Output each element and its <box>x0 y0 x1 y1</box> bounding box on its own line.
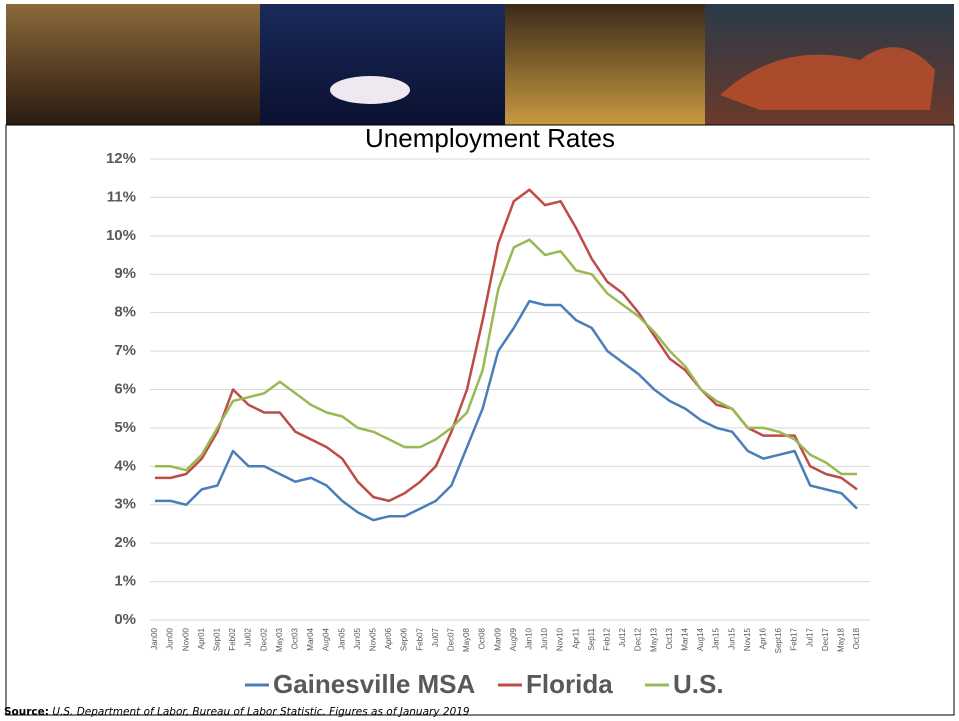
x-tick-label: Jan15 <box>712 627 721 649</box>
x-tick-label: May18 <box>837 627 846 652</box>
y-tick-label: 1% <box>114 573 136 590</box>
x-tick-label: Apr11 <box>571 627 580 648</box>
x-tick-label: Jun15 <box>727 627 736 649</box>
y-tick-label: 0% <box>114 611 136 628</box>
series-line <box>155 299 858 522</box>
y-tick-label: 4% <box>114 457 136 474</box>
chart-title: Unemployment Rates <box>365 123 615 153</box>
x-tick-label: Sep01 <box>213 627 222 651</box>
x-tick-label: May03 <box>275 627 284 652</box>
x-tick-label: Mar14 <box>681 627 690 650</box>
y-tick-label: 9% <box>114 265 136 282</box>
x-tick-label: Nov05 <box>369 627 378 651</box>
x-tick-label: Oct08 <box>478 627 487 649</box>
y-tick-label: 5% <box>114 419 136 436</box>
x-tick-label: Feb17 <box>790 627 799 650</box>
x-tick-label: Apr06 <box>384 627 393 649</box>
x-tick-label: Jan00 <box>150 627 159 649</box>
y-tick-label: 2% <box>114 534 136 551</box>
y-tick-label: 7% <box>114 342 136 359</box>
x-tick-label: Mar04 <box>306 627 315 650</box>
x-tick-label: Feb12 <box>603 627 612 650</box>
x-tick-label: Apr16 <box>759 627 768 649</box>
x-tick-label: Jul02 <box>244 627 253 647</box>
x-tick-label: Jun10 <box>540 627 549 649</box>
x-tick-label: Aug09 <box>509 627 518 651</box>
x-tick-label: May13 <box>649 627 658 652</box>
x-tick-label: Feb02 <box>228 627 237 650</box>
x-tick-label: Apr01 <box>197 627 206 649</box>
legend-label: U.S. <box>673 669 724 699</box>
x-tick-label: Feb07 <box>415 627 424 650</box>
x-tick-label: Sept16 <box>774 627 783 653</box>
legend-label: Gainesville MSA <box>273 669 476 699</box>
x-tick-label: Sep06 <box>400 627 409 651</box>
x-tick-label: Dec07 <box>447 627 456 651</box>
x-tick-label: Oct18 <box>852 627 861 649</box>
series-line <box>155 238 857 476</box>
x-tick-label: Oct13 <box>665 627 674 649</box>
banner <box>6 4 954 125</box>
x-tick-label: Aug04 <box>322 627 331 651</box>
y-tick-label: 12% <box>106 150 136 167</box>
y-tick-label: 3% <box>114 496 136 513</box>
x-tick-label: Dec02 <box>259 627 268 651</box>
x-tick-label: Jun00 <box>166 627 175 649</box>
x-tick-label: Jun05 <box>353 627 362 649</box>
source: Source: U.S. Department of Labor, Bureau… <box>4 706 470 718</box>
x-tick-label: May08 <box>462 627 471 652</box>
source-label: Source: <box>4 706 49 718</box>
x-tick-label: Jan10 <box>525 627 534 649</box>
x-tick-label: Mar09 <box>493 627 502 650</box>
x-tick-label: Jul07 <box>431 627 440 647</box>
x-tick-label: Sep11 <box>587 627 596 650</box>
x-tick-label: Dec12 <box>634 627 643 651</box>
y-tick-label: 10% <box>106 227 136 244</box>
x-tick-label: Nov10 <box>556 627 565 651</box>
y-tick-label: 8% <box>114 304 136 321</box>
y-tick-label: 6% <box>114 380 136 397</box>
y-tick-label: 11% <box>107 188 136 205</box>
x-tick-label: Nov00 <box>181 627 190 651</box>
x-tick-label: Aug14 <box>696 627 705 651</box>
x-tick-label: Jul17 <box>805 627 814 647</box>
x-tick-label: Nov15 <box>743 627 752 651</box>
x-tick-label: Jul12 <box>618 627 627 647</box>
source-text: U.S. Department of Labor, Bureau of Labo… <box>52 706 470 718</box>
x-tick-label: Oct03 <box>291 627 300 649</box>
legend-label: Florida <box>526 669 613 699</box>
x-tick-label: Dec17 <box>821 627 830 651</box>
x-tick-label: Jan05 <box>337 627 346 649</box>
